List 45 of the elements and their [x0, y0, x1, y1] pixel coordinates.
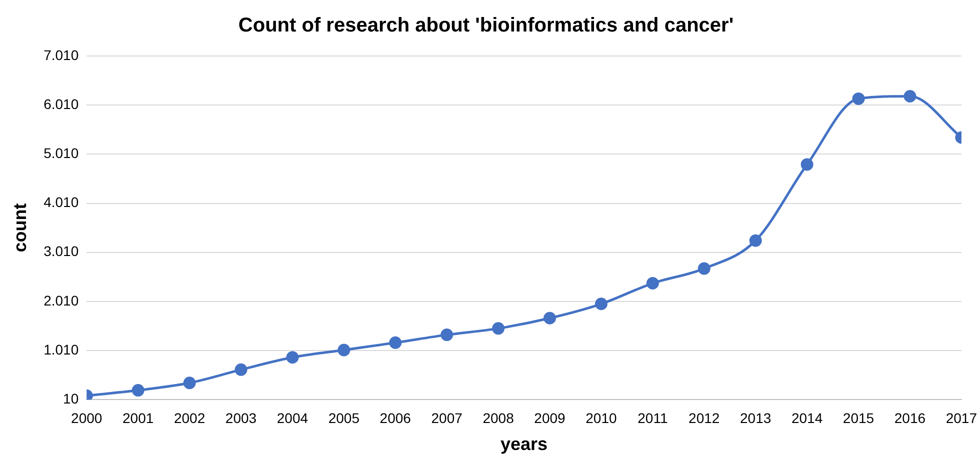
x-tick-label: 2014	[791, 410, 823, 426]
x-tick-label: 2001	[122, 410, 154, 426]
x-tick-label: 2013	[740, 410, 772, 426]
x-tick-label: 2003	[225, 410, 257, 426]
y-axis-title: count	[10, 203, 30, 252]
point	[646, 277, 659, 290]
point	[749, 234, 762, 247]
point	[544, 312, 556, 324]
y-tick-label: 7.010	[44, 46, 79, 63]
point	[440, 328, 454, 342]
point	[698, 262, 710, 275]
x-tick-label: 2000	[71, 410, 102, 426]
x-tick-label: 2016	[894, 410, 926, 426]
x-tick-label: 2017	[946, 410, 978, 426]
point	[904, 90, 916, 102]
x-tick-label: 2011	[638, 410, 668, 426]
y-tick-label: 2.010	[44, 292, 79, 308]
y-tick-label: 6.010	[44, 96, 79, 112]
point	[800, 158, 814, 171]
point	[234, 363, 248, 376]
x-tick-label: 2008	[482, 410, 514, 426]
x-tick-label: 2006	[380, 410, 412, 426]
point	[183, 376, 196, 390]
point	[338, 344, 350, 356]
point	[389, 336, 402, 349]
x-tick-label: 2004	[276, 410, 308, 426]
x-tick-label: 2010	[586, 410, 617, 426]
x-tick-label: 2002	[174, 410, 206, 426]
y-tick-label: 1.010	[44, 341, 79, 358]
y-tick-label: 3.010	[44, 243, 79, 260]
x-tick-label: 2005	[328, 410, 360, 426]
point	[286, 351, 299, 364]
point	[492, 322, 505, 335]
x-tick-label: 2015	[842, 410, 874, 426]
y-tick-label: 4.010	[44, 194, 79, 210]
x-axis-title: years	[500, 434, 548, 454]
y-tick-label: 10	[63, 390, 79, 406]
chart-title: Count of research about 'bioinformatics and cancer'	[238, 14, 734, 37]
point	[132, 384, 144, 397]
point	[594, 298, 608, 310]
x-tick-label: 2012	[688, 410, 720, 426]
x-tick-label: 2009	[534, 410, 566, 426]
y-tick-label: 5.010	[44, 145, 79, 162]
x-tick-label: 2007	[431, 410, 463, 426]
point	[852, 92, 865, 105]
